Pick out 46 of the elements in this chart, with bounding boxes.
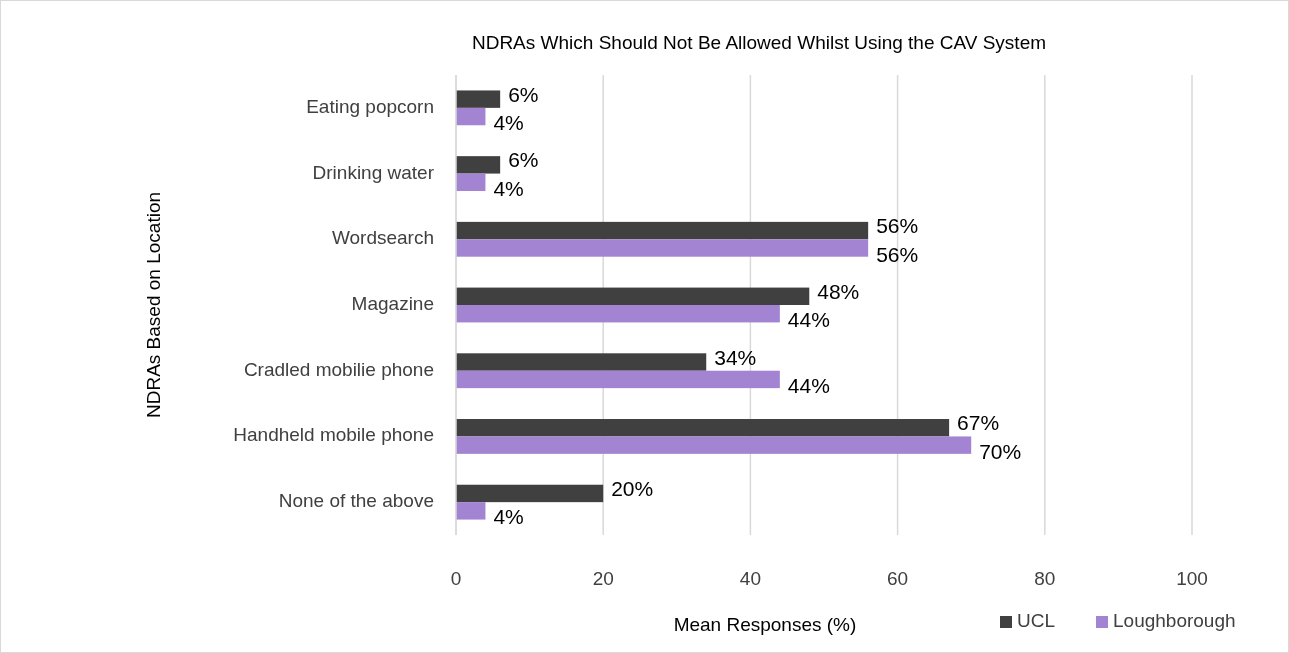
data-label: 48% (817, 279, 860, 303)
bar (456, 419, 950, 437)
legend-label: Loughborough (1113, 610, 1236, 632)
data-label: 6% (508, 82, 539, 106)
data-label: 6% (508, 148, 539, 172)
bar (456, 173, 486, 191)
data-label: 4% (493, 111, 524, 135)
bar (456, 287, 810, 305)
data-label: 44% (787, 373, 830, 397)
x-tick-label: 0 (450, 568, 462, 589)
data-label: 4% (493, 505, 524, 529)
data-label: 34% (714, 345, 757, 369)
y-tick-label: Wordsearch (331, 227, 434, 249)
x-tick-label: 40 (739, 568, 761, 589)
y-tick-label: Eating popcorn (306, 95, 434, 117)
bar (456, 221, 869, 240)
y-tick-label: Cradled mobilie phone (243, 358, 434, 380)
data-label: 67% (957, 411, 1000, 435)
chart-title: NDRAs Which Should Not Be Allowed Whilst Using the CAV System (471, 32, 1047, 53)
data-label: 44% (787, 308, 830, 332)
bar (456, 107, 486, 126)
bar (456, 156, 501, 174)
data-label: 56% (876, 242, 919, 266)
y-tick-label: Magazine (351, 293, 434, 315)
y-tick-label: Drinking water (312, 161, 435, 183)
data-label: 56% (876, 214, 919, 238)
y-tick-label: Handheld mobile phone (233, 424, 434, 446)
bar (456, 239, 869, 257)
data-label: 20% (611, 476, 654, 500)
y-axis-title: NDRAs Based on Location (143, 191, 164, 419)
legend-label: UCL (1017, 610, 1056, 632)
x-tick-label: 80 (1034, 568, 1056, 589)
bar (456, 502, 486, 520)
x-tick-label: 60 (887, 568, 909, 589)
x-axis-title: Mean Responses (%) (673, 614, 857, 635)
bar (456, 305, 780, 323)
bar (456, 436, 972, 454)
x-tick-label: 100 (1176, 568, 1208, 589)
bar (456, 353, 707, 371)
data-label: 4% (493, 176, 524, 200)
bar (456, 370, 780, 389)
bar (456, 90, 501, 108)
data-label: 70% (979, 439, 1022, 463)
y-tick-label: None of the above (278, 490, 434, 512)
bar (456, 484, 604, 503)
x-tick-label: 20 (592, 568, 614, 589)
